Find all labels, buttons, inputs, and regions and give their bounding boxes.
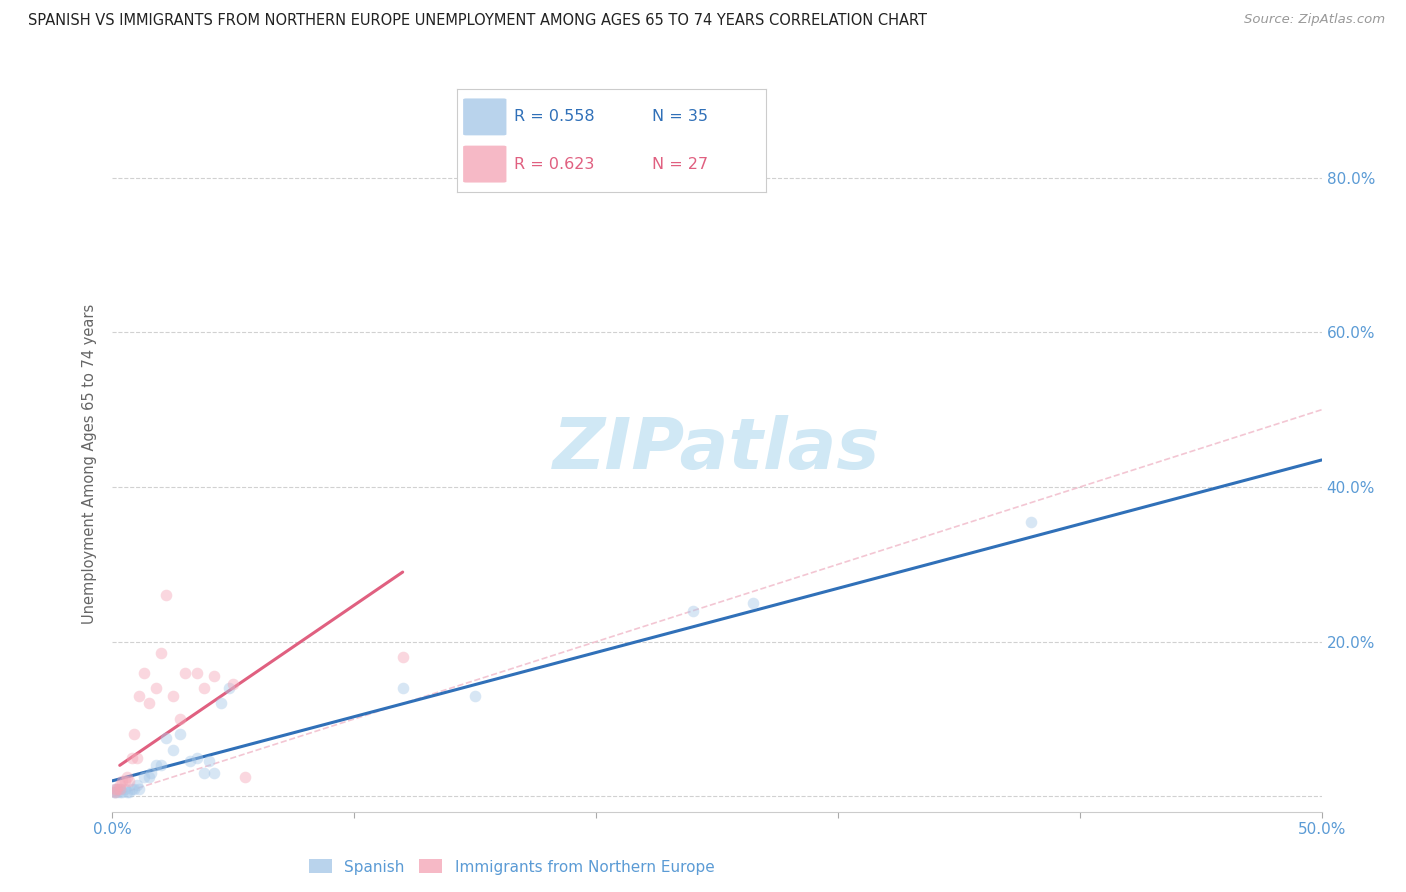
Point (145, 681, 167, 695)
Point (391, 650, 413, 665)
Point (125, 750, 148, 764)
Point (138, 697, 160, 711)
Point (122, 727, 145, 741)
Text: ZIPatlas: ZIPatlas (554, 416, 880, 484)
Point (235, 770, 257, 784)
Point (169, 712, 191, 726)
Point (162, 743, 184, 757)
Point (132, 770, 155, 784)
Point (122, 781, 145, 796)
Point (742, 596, 765, 610)
Point (179, 755, 201, 769)
Point (104, 785, 127, 799)
Point (108, 778, 131, 792)
Text: N = 27: N = 27 (652, 157, 709, 171)
Point (682, 604, 704, 618)
Point (149, 646, 172, 660)
Point (104, 781, 127, 796)
Point (108, 781, 131, 796)
Point (105, 781, 128, 796)
Text: N = 35: N = 35 (652, 110, 707, 124)
Point (115, 770, 138, 784)
Point (193, 766, 215, 780)
Point (141, 766, 163, 780)
Text: R = 0.623: R = 0.623 (515, 157, 595, 171)
Point (202, 669, 225, 683)
Point (118, 773, 141, 788)
Point (114, 781, 136, 796)
Text: SPANISH VS IMMIGRANTS FROM NORTHERN EUROPE UNEMPLOYMENT AMONG AGES 65 TO 74 YEAR: SPANISH VS IMMIGRANTS FROM NORTHERN EURO… (28, 13, 927, 29)
Point (193, 681, 215, 695)
Point (218, 681, 240, 695)
Point (145, 758, 167, 772)
Point (155, 731, 177, 746)
Point (105, 785, 128, 799)
Point (174, 665, 197, 680)
Point (111, 773, 134, 788)
Text: Source: ZipAtlas.com: Source: ZipAtlas.com (1244, 13, 1385, 27)
Point (155, 588, 177, 602)
Point (149, 758, 172, 772)
Point (222, 677, 245, 691)
Text: R = 0.558: R = 0.558 (515, 110, 595, 124)
Point (108, 785, 131, 799)
Point (1021, 515, 1043, 529)
Point (105, 781, 128, 796)
Point (114, 773, 136, 788)
FancyBboxPatch shape (463, 98, 506, 136)
Point (186, 665, 208, 680)
Point (103, 785, 125, 799)
Point (162, 689, 184, 703)
Point (121, 781, 143, 796)
Point (108, 781, 131, 796)
Point (391, 681, 413, 695)
Point (118, 785, 141, 799)
Y-axis label: Unemployment Among Ages 65 to 74 years: Unemployment Among Ages 65 to 74 years (82, 303, 97, 624)
Point (209, 697, 232, 711)
Point (111, 785, 134, 799)
Point (138, 770, 160, 784)
FancyBboxPatch shape (463, 145, 506, 183)
Point (125, 778, 148, 792)
Point (128, 689, 150, 703)
Point (128, 781, 150, 796)
Point (104, 785, 127, 799)
Point (115, 785, 138, 799)
Point (198, 755, 221, 769)
Point (121, 750, 143, 764)
Point (132, 665, 155, 680)
Point (104, 781, 127, 796)
Point (169, 727, 191, 741)
Point (464, 689, 486, 703)
Point (186, 750, 208, 764)
Legend: Spanish, Immigrants from Northern Europe: Spanish, Immigrants from Northern Europe (302, 854, 720, 880)
Point (202, 766, 225, 780)
